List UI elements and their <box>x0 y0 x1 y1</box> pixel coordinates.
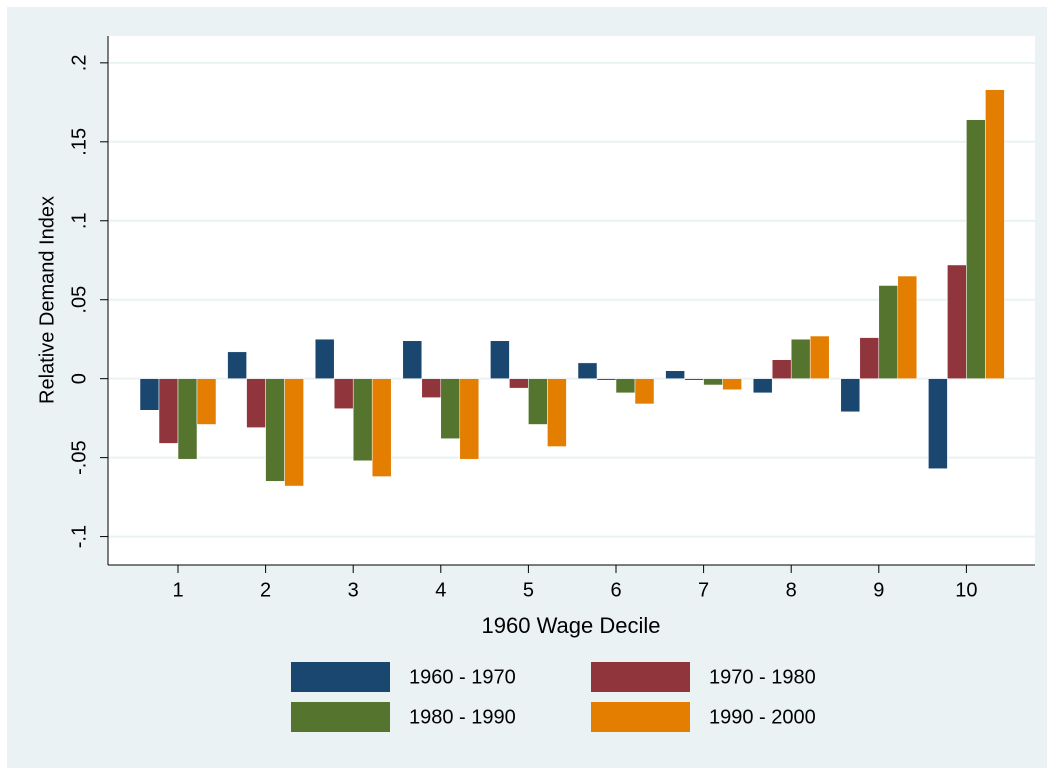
legend-swatch <box>291 702 390 732</box>
bar <box>684 378 704 381</box>
x-tick-label: 9 <box>873 579 884 601</box>
legend-label: 1980 - 1990 <box>409 706 516 728</box>
bar <box>665 370 685 379</box>
bar <box>440 378 461 439</box>
bar <box>928 378 948 469</box>
x-tick-label: 7 <box>698 579 709 601</box>
bar <box>878 285 899 379</box>
legend-label: 1990 - 2000 <box>709 706 816 728</box>
x-tick-label: 6 <box>610 579 621 601</box>
bar <box>490 340 510 379</box>
bar <box>139 378 160 411</box>
bar <box>333 378 354 409</box>
legend-label: 1970 - 1980 <box>709 666 816 688</box>
bar <box>790 338 811 379</box>
bar <box>284 378 304 487</box>
y-tick-label: -.1 <box>68 525 90 548</box>
x-tick-label: 3 <box>348 579 359 601</box>
legend-label: 1960 - 1970 <box>409 666 516 688</box>
bar <box>809 335 830 379</box>
bar <box>371 378 392 477</box>
bar <box>227 351 247 379</box>
y-tick-label: .05 <box>68 286 90 314</box>
x-tick-label: 4 <box>435 579 446 601</box>
bar <box>985 89 1005 379</box>
bar <box>634 378 655 405</box>
y-tick-label: 0 <box>68 373 90 384</box>
y-axis-title: Relative Demand Index <box>36 196 58 404</box>
bar <box>722 378 742 390</box>
bar <box>897 275 918 379</box>
bar <box>859 337 880 379</box>
bar <box>509 378 529 389</box>
x-tick-label: 2 <box>260 579 271 601</box>
bar <box>421 378 442 398</box>
bar <box>703 378 723 386</box>
bar <box>196 378 217 425</box>
y-tick-label: .15 <box>68 128 90 156</box>
bar <box>840 378 861 413</box>
x-tick-label: 10 <box>955 579 977 601</box>
legend-swatch <box>591 702 690 732</box>
bar <box>547 378 567 447</box>
bar <box>771 359 792 379</box>
bar <box>966 119 986 379</box>
x-tick-label: 5 <box>523 579 534 601</box>
bar <box>577 362 598 379</box>
bar <box>947 264 967 379</box>
bar <box>177 378 198 460</box>
bar <box>752 378 773 394</box>
bar <box>265 378 285 482</box>
bar <box>596 378 617 381</box>
bar <box>352 378 373 462</box>
legend-swatch <box>291 662 390 692</box>
bar <box>314 338 335 379</box>
bar <box>615 378 636 394</box>
x-axis-title: 1960 Wage Decile <box>482 613 661 638</box>
y-tick-label: .2 <box>68 55 90 72</box>
y-tick-label: .1 <box>68 212 90 229</box>
bar <box>459 378 480 460</box>
x-tick-label: 8 <box>786 579 797 601</box>
bar <box>246 378 266 428</box>
x-tick-label: 1 <box>172 579 183 601</box>
bar <box>158 378 179 444</box>
y-tick-label: -.05 <box>68 440 90 474</box>
legend-swatch <box>591 662 690 692</box>
bar <box>402 340 423 379</box>
bar <box>528 378 548 425</box>
